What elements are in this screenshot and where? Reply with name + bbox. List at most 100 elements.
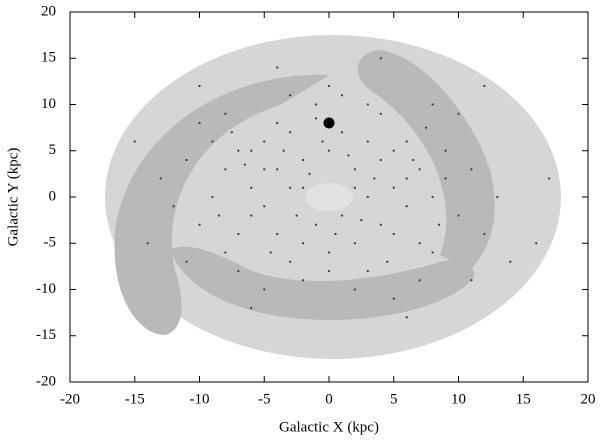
star-point (211, 140, 214, 143)
star-point (224, 168, 227, 171)
star-point (379, 57, 382, 60)
star-point (327, 149, 331, 152)
star-point (224, 251, 227, 254)
star-point (282, 149, 285, 152)
star-point (302, 242, 305, 245)
spiral-arm (357, 50, 495, 270)
star-point (263, 205, 266, 208)
star-point (340, 131, 344, 134)
star-point (353, 242, 356, 245)
star-point (198, 223, 201, 226)
star-point (379, 158, 382, 162)
star-point (386, 260, 389, 263)
star-point (146, 242, 149, 245)
star-point (263, 288, 266, 291)
star-point (425, 126, 428, 129)
star-point (412, 158, 415, 162)
star-point (314, 223, 318, 226)
star-point (327, 251, 331, 254)
star-point (457, 112, 460, 115)
star-point (185, 158, 188, 162)
star-point (373, 177, 376, 180)
star-point (431, 103, 434, 106)
star-point (379, 112, 382, 115)
y-tick-label: 20 (41, 3, 56, 19)
star-point (379, 223, 382, 226)
star-point (250, 214, 253, 217)
star-point (276, 168, 279, 171)
y-tick-label: 0 (49, 188, 57, 204)
x-tick-label: 15 (516, 391, 531, 407)
star-point (230, 131, 233, 134)
y-tick-label: -5 (44, 235, 57, 251)
star-point (237, 269, 240, 273)
x-tick-label: 20 (581, 391, 596, 407)
star-point (496, 195, 499, 199)
star-point (353, 168, 356, 171)
star-point (418, 279, 421, 282)
star-point (327, 269, 331, 273)
star-point (289, 131, 292, 134)
star-point (535, 242, 538, 245)
star-point (327, 84, 331, 88)
star-point (418, 168, 421, 171)
star-point (289, 260, 292, 263)
y-tick-label: 5 (49, 142, 57, 158)
star-point (198, 84, 201, 88)
star-point (392, 232, 395, 236)
spiral-arm (170, 246, 475, 320)
star-point (392, 149, 395, 152)
star-point (217, 214, 221, 217)
star-point (470, 168, 473, 171)
y-tick-label: -20 (36, 373, 56, 389)
star-point (250, 149, 253, 152)
star-point (159, 177, 162, 180)
star-point (172, 205, 175, 208)
star-point (133, 140, 136, 143)
star-point (237, 149, 240, 152)
star-point (276, 121, 279, 125)
star-point (366, 103, 369, 106)
x-tick-label: 10 (451, 391, 466, 407)
star-point (289, 94, 292, 97)
star-point (392, 297, 395, 300)
star-point (418, 242, 421, 245)
star-point (353, 186, 356, 189)
star-point (340, 214, 344, 217)
star-point (302, 279, 305, 282)
y-axis-label: Galactic Y (kpc) (5, 148, 21, 247)
x-tick-label: -20 (60, 391, 80, 407)
star-point (366, 140, 369, 143)
sun-marker (323, 117, 335, 129)
star-point (392, 186, 395, 189)
star-point (483, 84, 486, 88)
star-point (295, 214, 298, 217)
star-point (437, 223, 441, 226)
x-tick-label: -10 (190, 391, 210, 407)
star-point (548, 177, 551, 180)
star-point (321, 140, 324, 143)
star-point (198, 121, 201, 125)
star-point (224, 112, 227, 115)
star-point (360, 219, 363, 222)
x-tick-label: -15 (125, 391, 145, 407)
star-point (353, 288, 356, 291)
star-point (431, 195, 434, 199)
x-tick-label: 5 (390, 391, 398, 407)
star-point (269, 251, 272, 254)
star-point (211, 195, 214, 199)
x-tick-label: 0 (325, 391, 333, 407)
star-point (289, 186, 292, 189)
y-tick-label: -10 (36, 281, 56, 297)
star-point (457, 214, 460, 217)
star-point (185, 260, 188, 263)
star-point (276, 232, 279, 236)
star-point (444, 177, 447, 180)
star-point (302, 186, 305, 189)
star-point (405, 177, 408, 180)
y-tick-label: -15 (36, 327, 56, 343)
star-point (263, 140, 266, 143)
star-point (243, 163, 246, 166)
star-point (347, 154, 350, 157)
